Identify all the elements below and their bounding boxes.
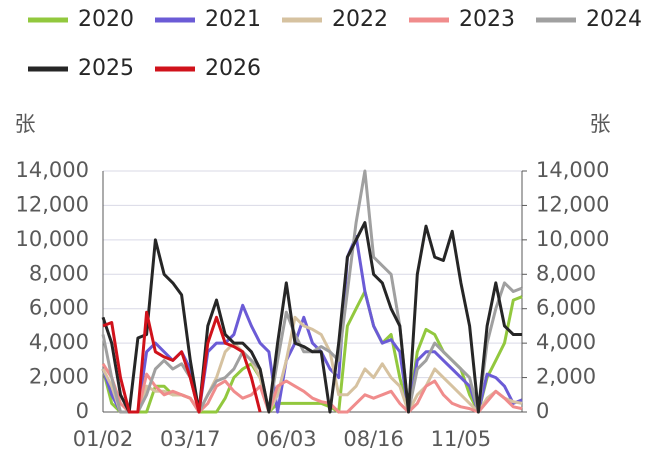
y2-tick-label: 12,000 — [536, 192, 609, 216]
series-line — [102, 310, 262, 414]
y2-tick-label: 14,000 — [536, 158, 609, 182]
y-tick-label: 0 — [76, 399, 89, 423]
y2-tick-label: 2,000 — [536, 365, 596, 389]
x-tick-label: 08/16 — [343, 427, 404, 451]
legend-label: 2023 — [459, 7, 515, 32]
x-tick-label: 03/17 — [160, 427, 221, 451]
series-line — [101, 315, 523, 414]
legend-label: 2021 — [205, 7, 261, 32]
legend-label: 2025 — [78, 56, 134, 81]
y-tick-label: 4,000 — [29, 330, 89, 354]
y-tick-label: 8,000 — [29, 261, 89, 285]
legend-label: 2020 — [78, 7, 134, 32]
y2-tick-label: 0 — [536, 399, 549, 423]
y2-tick-label: 6,000 — [536, 296, 596, 320]
legend-label: 2024 — [586, 7, 642, 32]
series-line — [101, 234, 523, 414]
y-tick-label: 10,000 — [16, 227, 89, 251]
y-tick-label: 12,000 — [16, 192, 89, 216]
y-axis-unit: 张 — [15, 112, 36, 136]
x-tick-label: 06/03 — [256, 427, 317, 451]
legend-label: 2026 — [205, 56, 261, 81]
legend: 2020 2021 2022 2023 2024 2025 2026 — [28, 7, 642, 81]
legend-label: 2022 — [332, 7, 388, 32]
y2-tick-label: 8,000 — [536, 261, 596, 285]
x-tick-label: 01/02 — [73, 427, 134, 451]
series-line — [101, 221, 522, 414]
y-tick-label: 6,000 — [29, 296, 89, 320]
y-tick-label: 14,000 — [16, 158, 89, 182]
y-tick-label: 2,000 — [29, 365, 89, 389]
y2-axis-unit: 张 — [590, 112, 611, 136]
y2-tick-label: 4,000 — [536, 330, 596, 354]
y2-tick-label: 10,000 — [536, 227, 609, 251]
x-tick-label: 11/05 — [431, 427, 492, 451]
series-line — [101, 363, 523, 414]
